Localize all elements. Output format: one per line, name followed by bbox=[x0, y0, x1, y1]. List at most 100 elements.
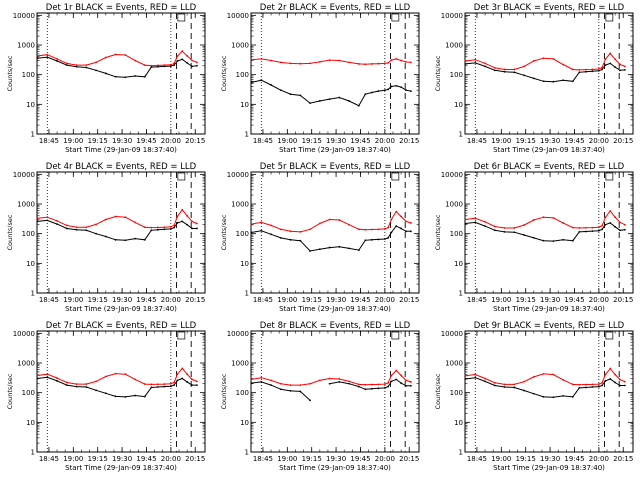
lld-point bbox=[387, 226, 390, 229]
events-point bbox=[328, 382, 331, 385]
lld-point bbox=[56, 219, 58, 222]
lld-point bbox=[400, 215, 403, 218]
lld-point bbox=[370, 63, 373, 65]
plot-frame bbox=[250, 171, 420, 294]
lld-point bbox=[601, 224, 604, 227]
events-point bbox=[65, 227, 68, 230]
events-point bbox=[584, 386, 587, 389]
lld-point bbox=[619, 63, 621, 66]
panel-title: Det 4r BLACK = Events, RED = LLD bbox=[46, 162, 197, 172]
lld-point bbox=[405, 379, 407, 382]
lld-point bbox=[186, 54, 189, 57]
y-tick-label: 1 bbox=[245, 449, 249, 457]
lld-point bbox=[169, 382, 172, 385]
events-point bbox=[623, 228, 626, 231]
events-point bbox=[484, 225, 486, 228]
events-point bbox=[56, 60, 58, 62]
events-point bbox=[364, 93, 367, 96]
lld-point bbox=[289, 384, 292, 387]
lld-point bbox=[370, 383, 373, 386]
y-tick-label: 1 bbox=[245, 131, 249, 139]
y-axis-label: Counts/sec bbox=[6, 373, 14, 409]
lld-point bbox=[65, 381, 68, 384]
events-point bbox=[405, 89, 407, 92]
y-tick-label: 1000 bbox=[231, 360, 249, 368]
x-tick-label: 18:45 bbox=[253, 137, 273, 145]
events-point bbox=[513, 386, 516, 389]
events-point bbox=[299, 239, 302, 242]
events-point bbox=[75, 385, 78, 388]
events-point bbox=[169, 385, 172, 388]
events-point bbox=[409, 90, 412, 92]
lld-point bbox=[176, 373, 179, 376]
lld-point bbox=[364, 228, 367, 231]
events-point bbox=[619, 229, 621, 232]
lld-point bbox=[395, 58, 398, 60]
events-point bbox=[191, 227, 193, 230]
x-tick-label: 19:45 bbox=[564, 137, 584, 145]
lld-point bbox=[532, 219, 535, 221]
lld-point bbox=[134, 221, 136, 224]
events-point bbox=[260, 381, 263, 383]
x-tick-label: 19:45 bbox=[136, 296, 156, 304]
events-point bbox=[163, 65, 166, 68]
lld-point bbox=[390, 374, 393, 377]
events-point bbox=[377, 90, 380, 92]
lld-point bbox=[623, 223, 626, 226]
lld-point bbox=[124, 216, 127, 219]
plot-frame bbox=[464, 171, 634, 294]
x-tick-label: 19:45 bbox=[350, 455, 370, 463]
lld-point bbox=[377, 383, 380, 386]
lld-point bbox=[176, 55, 179, 58]
events-point bbox=[114, 395, 117, 398]
events-point bbox=[474, 221, 477, 224]
lld-point bbox=[370, 228, 373, 231]
lld-point bbox=[85, 64, 88, 67]
lld-point bbox=[279, 382, 282, 385]
lld-point bbox=[270, 224, 272, 227]
events-point bbox=[493, 229, 496, 232]
lld-point bbox=[328, 377, 331, 380]
lld-point bbox=[134, 378, 136, 381]
lld-point bbox=[260, 376, 263, 379]
lld-point bbox=[46, 53, 49, 56]
y-axis-label: Counts/sec bbox=[434, 373, 442, 409]
detector-panel-6: Det 6r BLACK = Events, RED = LLD 1 10 100 10… bbox=[434, 162, 634, 313]
events-point bbox=[260, 79, 263, 82]
x-tick-label: 19:00 bbox=[63, 455, 83, 463]
y-tick-label: 1000 bbox=[231, 201, 249, 209]
events-point bbox=[176, 379, 179, 382]
lld-point bbox=[299, 384, 302, 387]
events-point bbox=[409, 384, 412, 387]
events-point bbox=[191, 384, 193, 387]
lld-point bbox=[104, 56, 107, 59]
saa-marker-box bbox=[177, 172, 186, 181]
lld-point bbox=[562, 378, 564, 381]
events-point bbox=[542, 80, 545, 83]
panel-title: Det 7r BLACK = Events, RED = LLD bbox=[46, 321, 197, 331]
lld-point bbox=[484, 62, 486, 65]
panel-title: Det 2r BLACK = Events, RED = LLD bbox=[260, 3, 411, 13]
saa-marker-box bbox=[391, 331, 400, 340]
events-point bbox=[95, 389, 97, 392]
y-tick-label: 1 bbox=[31, 449, 35, 457]
lld-point bbox=[124, 373, 127, 376]
lld-point bbox=[387, 61, 390, 64]
x-axis-label: Start Time (29-Jan-09 18:37:40) bbox=[65, 464, 177, 472]
y-tick-label: 10 bbox=[26, 101, 35, 109]
y-tick-label: 100 bbox=[236, 71, 249, 79]
lld-point bbox=[46, 216, 49, 219]
y-tick-label: 1000 bbox=[17, 201, 35, 209]
detector-panel-2: Det 2r BLACK = Events, RED = LLD 1 10 100 10… bbox=[220, 3, 420, 154]
events-point bbox=[309, 102, 311, 105]
lld-point bbox=[584, 226, 587, 229]
x-tick-label: 19:00 bbox=[277, 455, 297, 463]
y-tick-label: 1 bbox=[245, 290, 249, 298]
events-point bbox=[604, 379, 607, 382]
events-point bbox=[364, 388, 367, 391]
events-point bbox=[299, 94, 302, 97]
events-point bbox=[395, 84, 398, 87]
panel-title: Det 8r BLACK = Events, RED = LLD bbox=[260, 321, 411, 331]
lld-point bbox=[114, 372, 117, 375]
